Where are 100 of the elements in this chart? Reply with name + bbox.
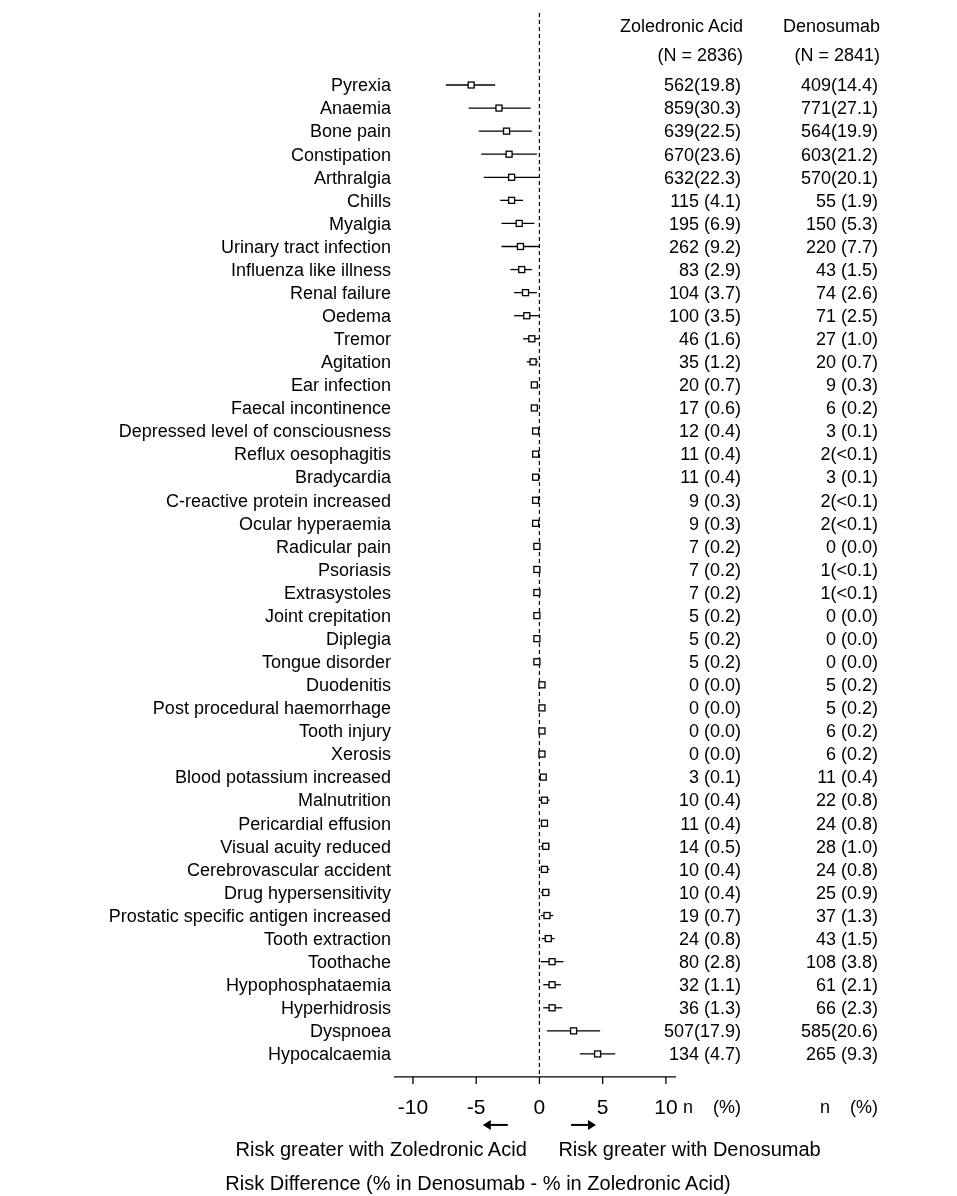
text: 603(21.2) [800,144,878,165]
text: (N = 2841) [794,45,880,66]
y-tick-label: Renal failure [289,282,391,303]
annotation: 115 (4.1) [670,190,741,211]
text: 0 (0.0) [688,744,741,765]
text: 35 (1.2) [678,352,741,373]
y-tick-label: Hypophosphataemia [225,975,392,996]
text: 10 (0.4) [678,859,741,880]
text: 6 (0.2) [825,744,878,765]
y-tick-label: Dyspnoea [309,1021,392,1042]
text: 80 (2.8) [678,951,741,972]
y-tick-label: Bone pain [309,121,391,142]
text: 43 (1.5) [815,928,878,949]
y-tick-label: Chills [346,190,391,211]
y-tick-label: Prostatic specific antigen increased [108,905,391,926]
text: 265 (9.3) [805,1044,878,1065]
text: 55 (1.9) [815,190,878,211]
y-tick-label: Visual acuity reduced [220,836,391,857]
text: Risk greater with Zoledronic Acid [235,1137,527,1160]
text: 83 (2.9) [678,259,741,280]
text: 37 (1.3) [815,905,878,926]
y-tick-label: Radicular pain [275,536,391,557]
text: 585(20.6) [800,1021,878,1042]
text: 5 (0.2) [825,698,878,719]
y-tick-label: Hypocalcaemia [267,1044,392,1065]
y-tick-label: Bradycardia [294,467,392,488]
text: Risk greater with Denosumab [558,1137,821,1160]
text: 10 (0.4) [678,790,741,811]
y-tick-label: Joint crepitation [264,605,391,626]
text: 24 (0.8) [815,813,878,834]
text: 20 (0.7) [815,352,878,373]
y-tick-label: Hyperhidrosis [280,998,391,1019]
text: 66 (2.3) [815,998,878,1019]
text: 409(14.4) [800,75,878,96]
text: 19 (0.7) [678,905,741,926]
y-tick-label: Cerebrovascular accident [186,859,391,880]
text: 3 (0.1) [688,767,741,788]
y-tick-label: Myalgia [328,213,392,234]
annotation: 670(23.6) [663,144,741,165]
y-tick-label: Xerosis [330,744,391,765]
y-tick-label: Tooth extraction [263,928,391,949]
y-tick-label: Agitation [320,352,391,373]
text: 9 (0.3) [688,490,741,511]
text: 43 (1.5) [815,259,878,280]
text: 7 (0.2) [688,559,741,580]
text: 11 (0.4) [817,767,878,788]
annotation: 639(22.5) [663,121,741,142]
y-tick-label: Toothache [307,951,391,972]
annotation: 507(17.9) [663,1021,741,1042]
annotation: 134 (4.7) [668,1044,741,1065]
text: 5 (0.2) [825,675,878,696]
x-tick-label: -5 [466,1095,486,1119]
text: 6 (0.2) [825,721,878,742]
text: 108 (3.8) [805,951,878,972]
x-tick-label: 10 [654,1095,678,1119]
text: 0 (0.0) [825,536,878,557]
text: 3 (0.1) [825,421,878,442]
text: 74 (2.6) [815,282,878,303]
x-tick-label: 0 [533,1095,546,1119]
y-tick-label: Malnutrition [297,790,391,811]
text: 61 (2.1) [815,975,878,996]
text: 3 (0.1) [825,467,878,488]
text: 2(<0.1) [820,444,878,465]
y-tick-label: Post procedural haemorrhage [152,698,391,719]
text: 0 (0.0) [688,675,741,696]
y-tick-label: Extrasystoles [283,582,391,603]
y-tick-label: Diplegia [325,628,392,649]
x-tick-label: -10 [397,1095,429,1119]
y-tick-label: Oedema [321,306,392,326]
y-tick-label: Urinary tract infection [220,236,391,257]
text: 0 (0.0) [825,628,878,649]
annotation: 195 (6.9) [668,213,741,234]
y-tick-label: Blood potassium increased [174,767,391,788]
annotation: 859(30.3) [663,98,741,119]
text: 22 (0.8) [815,790,878,811]
text: 5 (0.2) [688,628,741,649]
text: 771(27.1) [800,98,878,119]
text: 0 (0.0) [688,698,741,719]
text: Denosumab [782,16,880,37]
text: 9 (0.3) [688,513,741,534]
y-tick-label: Ear infection [290,375,391,396]
text: 0 (0.0) [688,721,741,742]
annotation: 262 (9.2) [668,236,741,257]
y-tick-label: Drug hypersensitivity [223,882,391,903]
text: 11 (0.4) [680,813,741,834]
text: 25 (0.9) [815,882,878,903]
text: 24 (0.8) [815,859,878,880]
y-tick-label: Faecal incontinence [230,398,391,419]
y-tick-label: Constipation [290,144,391,165]
annotation: 632(22.3) [663,167,741,188]
text: 7 (0.2) [688,536,741,557]
text: 150 (5.3) [805,213,878,234]
y-tick-label: Anaemia [319,98,392,119]
text: 12 (0.4) [678,421,741,442]
text: 36 (1.3) [678,998,741,1019]
y-tick-label: Pericardial effusion [238,813,391,834]
y-tick-label: Depressed level of consciousness [118,421,391,442]
annotation: 562(19.8) [663,75,741,96]
y-tick-label: Influenza like illness [230,259,391,280]
y-tick-label: Psoriasis [317,559,391,580]
